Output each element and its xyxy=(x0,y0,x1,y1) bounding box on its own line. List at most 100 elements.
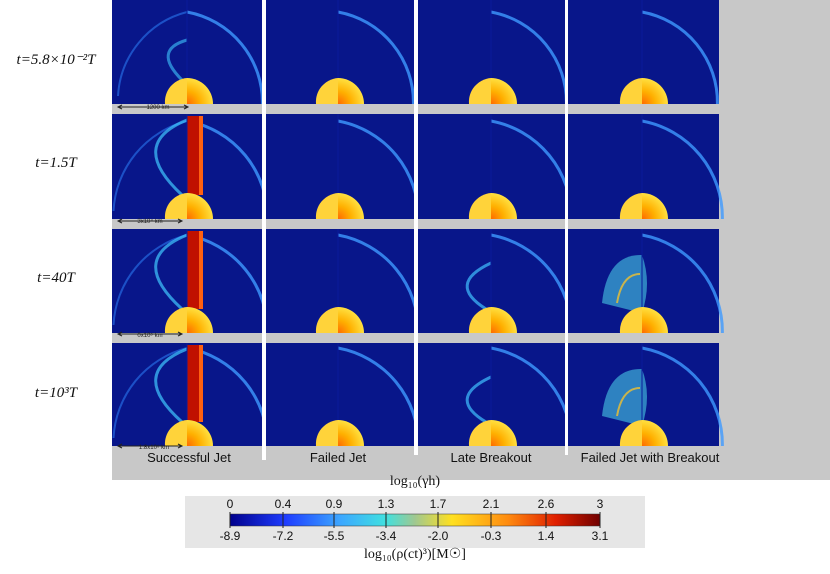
jet-core-right xyxy=(187,231,199,309)
shock-front-right xyxy=(641,10,719,105)
stellar-core-right xyxy=(491,78,517,104)
bottom-tick-6: -0.3 xyxy=(480,529,502,543)
stellar-core-left xyxy=(315,78,338,104)
stellar-core-left xyxy=(619,193,642,219)
cocoon-left xyxy=(166,38,188,82)
top-tick-4: 1.3 xyxy=(377,497,395,511)
stellar-core-left xyxy=(468,420,491,446)
jet-core-right xyxy=(187,116,199,195)
top-tick-7: 2.6 xyxy=(537,497,555,511)
panel-r1-c3 xyxy=(416,0,568,105)
stellar-core-right xyxy=(187,78,213,104)
panel-r1-c2 xyxy=(263,0,415,105)
stellar-core-right xyxy=(642,420,668,446)
panel-r3-c3 xyxy=(416,229,573,334)
bottom-tick-4: -3.4 xyxy=(375,529,397,543)
panel-r2-c3 xyxy=(416,114,573,220)
stellar-core-left xyxy=(315,193,338,219)
stellar-core-left xyxy=(315,420,338,446)
row-label-2: t=1.5T xyxy=(35,155,77,171)
column-separator-1 xyxy=(262,0,266,460)
stellar-core-right xyxy=(642,307,668,333)
shock-front-right xyxy=(641,346,724,447)
panel-r4-c1 xyxy=(112,343,269,447)
scale-label-2: 3x10⁴ km xyxy=(137,219,163,225)
col-label-failed-jet-breakout: Failed Jet with Breakout xyxy=(580,450,720,465)
scale-bar-arrow-left-3 xyxy=(116,331,123,337)
scale-bar-arrow-right-2 xyxy=(177,218,184,224)
stellar-core-left xyxy=(164,420,187,446)
shock-front-left xyxy=(112,234,188,326)
scale-bar-arrow-right-3 xyxy=(177,331,184,337)
stellar-core-right xyxy=(338,420,364,446)
bottom-tick-5: -2.0 xyxy=(427,529,449,543)
panel-r4-c2 xyxy=(263,343,420,447)
stellar-core-right xyxy=(642,193,668,219)
stellar-core-left xyxy=(468,307,491,333)
turbulent-hot-streak xyxy=(616,273,641,304)
panel-r2-c2 xyxy=(263,114,420,220)
stellar-core-right xyxy=(338,307,364,333)
scale-bar-arrow-right-4 xyxy=(177,443,184,449)
row-label-4: t=10³T xyxy=(34,385,78,401)
panel-r4-c4 xyxy=(567,343,724,447)
shock-front-right xyxy=(186,10,264,105)
jet-edge-right xyxy=(199,231,203,309)
colorbar-top-title: log₁₀(γh) xyxy=(389,474,441,489)
column-separator-2 xyxy=(414,0,418,455)
stellar-core-right xyxy=(491,193,517,219)
bottom-tick-2: -7.2 xyxy=(272,529,294,543)
scale-bar-arrow-left-4 xyxy=(116,443,123,449)
colorbar-bottom-title: log₁₀(ρ(ct)³)[M☉] xyxy=(364,547,466,562)
stellar-core-left xyxy=(468,78,491,104)
jet-core-right xyxy=(187,345,199,422)
top-tick-3: 0.9 xyxy=(325,497,343,511)
column-separator-3 xyxy=(565,0,568,455)
stellar-core-right xyxy=(642,78,668,104)
stellar-core-left xyxy=(164,307,187,333)
stellar-core-right xyxy=(338,193,364,219)
col-label-successful-jet: Successful Jet xyxy=(147,450,231,465)
bottom-tick-3: -5.5 xyxy=(323,529,345,543)
panel-r1-c4 xyxy=(567,0,719,105)
top-tick-2: 0.4 xyxy=(274,497,292,511)
shock-front-right xyxy=(641,233,724,334)
top-tick-5: 1.7 xyxy=(429,497,447,511)
panel-r3-c2 xyxy=(263,229,420,334)
col-label-failed-jet: Failed Jet xyxy=(309,450,367,465)
stellar-core-left xyxy=(164,193,187,219)
jet-edge-right xyxy=(199,345,203,422)
top-tick-8: 3 xyxy=(596,497,604,511)
scale-bar-arrow-right-1 xyxy=(183,104,190,110)
stellar-core-right xyxy=(187,307,213,333)
shock-front-left xyxy=(112,347,188,439)
row-label-1: t=5.8×10⁻²T xyxy=(16,52,96,68)
stellar-core-right xyxy=(491,420,517,446)
stellar-core-left xyxy=(619,78,642,104)
stellar-core-left xyxy=(164,78,187,104)
colorbar xyxy=(229,513,601,527)
scale-bar-arrow-left-2 xyxy=(116,218,123,224)
scale-bar-arrow-left-1 xyxy=(116,104,123,110)
panel-r3-c4 xyxy=(567,229,724,334)
stellar-core-right xyxy=(338,78,364,104)
panel-r3-c1 xyxy=(112,229,269,334)
scale-label-3: 0x10⁵ km xyxy=(137,333,163,339)
shock-front-right xyxy=(641,119,724,220)
turbulent-hot-streak xyxy=(616,387,641,417)
top-tick-6: 2.1 xyxy=(482,497,500,511)
bottom-tick-7: 1.4 xyxy=(537,529,555,543)
stellar-core-left xyxy=(468,193,491,219)
shock-front-left xyxy=(117,11,188,97)
stellar-core-left xyxy=(619,307,642,333)
bottom-tick-8: 3.1 xyxy=(591,529,609,543)
panel-r2-c4 xyxy=(567,114,724,220)
scale-label-1: 1200 km xyxy=(146,105,170,111)
stellar-core-right xyxy=(491,307,517,333)
breakout-bubble xyxy=(465,375,492,424)
scale-label-4: 1.8x10⁶ km xyxy=(138,445,170,451)
breakout-bubble xyxy=(465,261,492,311)
panel-r2-c1 xyxy=(112,114,269,220)
